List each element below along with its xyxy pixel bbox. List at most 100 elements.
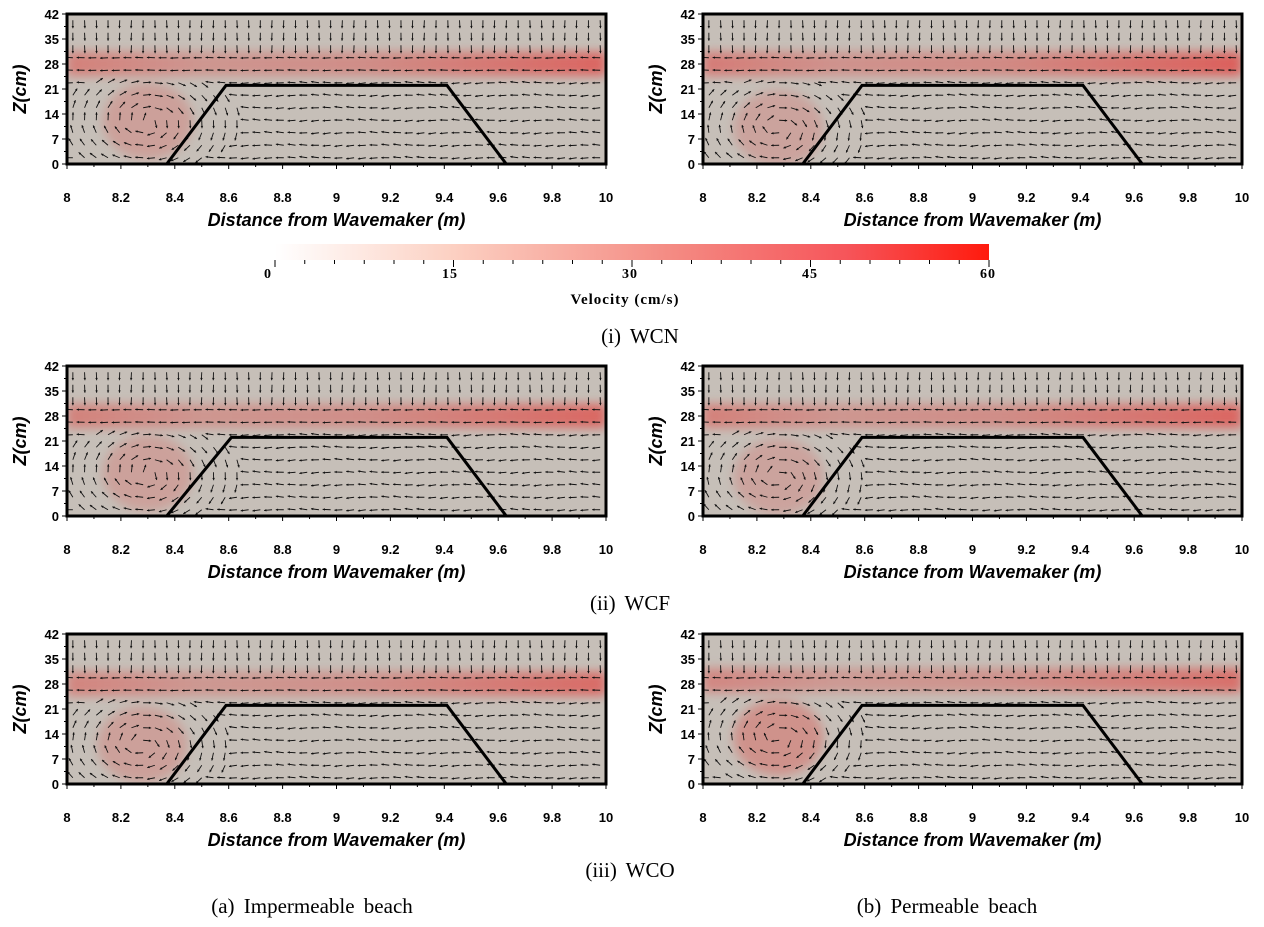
velocity-vector-head	[1099, 94, 1102, 97]
velocity-vector-head	[858, 490, 862, 493]
velocity-vector-head	[1024, 25, 1027, 29]
velocity-vector-head	[528, 402, 532, 406]
velocity-vector-head	[79, 490, 83, 494]
vortex-region	[97, 706, 188, 783]
velocity-vector-head	[369, 408, 372, 411]
velocity-vector-head	[310, 56, 314, 60]
velocity-vector-head	[965, 377, 968, 381]
velocity-vector-head	[935, 68, 938, 72]
velocity-vector-head	[118, 112, 122, 115]
velocity-vector-head	[1075, 144, 1079, 148]
velocity-vector-head	[299, 68, 302, 72]
velocity-vector-head	[829, 450, 833, 453]
y-axis-title: Z(cm)	[10, 416, 30, 466]
velocity-vector-head	[923, 131, 926, 134]
velocity-vector-head	[958, 496, 962, 500]
velocity-vector-head	[1216, 106, 1219, 110]
velocity-vector-head	[1106, 390, 1109, 393]
velocity-vector-head	[224, 377, 227, 381]
velocity-vector-head	[808, 500, 811, 503]
velocity-vector-head	[474, 408, 478, 412]
velocity-vector-head	[451, 496, 455, 500]
velocity-vector-head	[1040, 107, 1044, 110]
velocity-vector-head	[1146, 155, 1149, 159]
velocity-vector-head	[194, 84, 197, 87]
velocity-vector-head	[592, 143, 595, 146]
velocity-vector-head	[1134, 459, 1137, 462]
velocity-vector-head	[416, 420, 419, 424]
velocity-vector-head	[1223, 390, 1226, 393]
velocity-vector-head	[1005, 408, 1008, 411]
velocity-vector-head	[1106, 50, 1109, 54]
velocity-vector-head	[988, 50, 992, 54]
velocity-vector-head	[1129, 25, 1132, 29]
velocity-vector-head	[864, 445, 868, 448]
velocity-vector-head	[711, 440, 714, 444]
velocity-vector-head	[114, 126, 118, 130]
velocity-vector-head	[852, 450, 855, 454]
velocity-vector-head	[264, 458, 267, 462]
velocity-vector-head	[165, 390, 169, 393]
velocity-vector-head	[1012, 25, 1015, 29]
velocity-vector-head	[1146, 459, 1149, 462]
velocity-vector-head	[135, 482, 138, 485]
velocity-vector-head	[864, 156, 868, 160]
velocity-vector-head	[221, 149, 224, 153]
velocity-vector-head	[212, 38, 215, 41]
velocity-vector-head	[83, 50, 87, 54]
velocity-vector-head	[240, 56, 243, 60]
velocity-vector-head	[568, 482, 572, 486]
velocity-vector-head	[1122, 156, 1125, 159]
velocity-vector-head	[264, 509, 267, 512]
velocity-vector-head	[346, 131, 349, 135]
velocity-vector-head	[771, 408, 774, 411]
velocity-vector-head	[580, 408, 583, 411]
velocity-vector-head	[1157, 507, 1161, 511]
velocity-vector-head	[130, 112, 134, 115]
velocity-vector-head	[224, 390, 227, 393]
velocity-vector-head	[1052, 155, 1055, 159]
velocity-vector-head	[182, 97, 186, 100]
velocity-vector-head	[783, 146, 787, 149]
velocity-vector-head	[428, 93, 431, 96]
velocity-vector-head	[521, 68, 525, 72]
velocity-vector-head	[182, 717, 186, 720]
velocity-vector-head	[135, 408, 138, 411]
velocity-vector-head	[1087, 470, 1091, 473]
velocity-vector-head	[568, 157, 572, 160]
velocity-vector-head	[458, 50, 462, 54]
velocity-vector-head	[71, 38, 75, 41]
velocity-vector-head	[106, 38, 110, 41]
velocity-vector-head	[376, 38, 379, 41]
velocity-vector-head	[1117, 25, 1121, 29]
velocity-vector-head	[1235, 377, 1238, 381]
velocity-vector-head	[575, 402, 578, 406]
velocity-vector-head	[1075, 457, 1079, 461]
velocity-vector-head	[895, 390, 898, 393]
velocity-vector-head	[876, 56, 879, 60]
velocity-vector-head	[486, 156, 489, 159]
velocity-vector-head	[193, 700, 197, 704]
velocity-vector-head	[310, 132, 314, 135]
x-tick-label: 8.8	[274, 542, 292, 557]
velocity-vector-head	[247, 390, 251, 393]
velocity-vector-head	[533, 144, 536, 148]
velocity-vector-head	[796, 434, 799, 437]
velocity-vector-head	[568, 106, 572, 109]
velocity-vector-head	[727, 491, 730, 494]
velocity-vector-head	[123, 723, 127, 726]
velocity-vector-head	[731, 25, 734, 29]
velocity-vector-head	[1094, 390, 1098, 393]
velocity-vector-head	[723, 89, 727, 93]
velocity-vector-head	[1040, 143, 1044, 146]
velocity-vector-head	[813, 402, 816, 406]
velocity-vector-head	[958, 56, 961, 60]
velocity-vector-head	[1005, 68, 1008, 72]
velocity-vector-head	[73, 452, 76, 455]
velocity-vector-head	[1134, 483, 1137, 486]
velocity-vector-head	[911, 143, 915, 146]
velocity-vector-head	[1169, 433, 1172, 436]
velocity-vector-head	[1106, 402, 1109, 406]
velocity-vector-head	[772, 93, 776, 96]
velocity-vector-head	[1099, 446, 1102, 449]
